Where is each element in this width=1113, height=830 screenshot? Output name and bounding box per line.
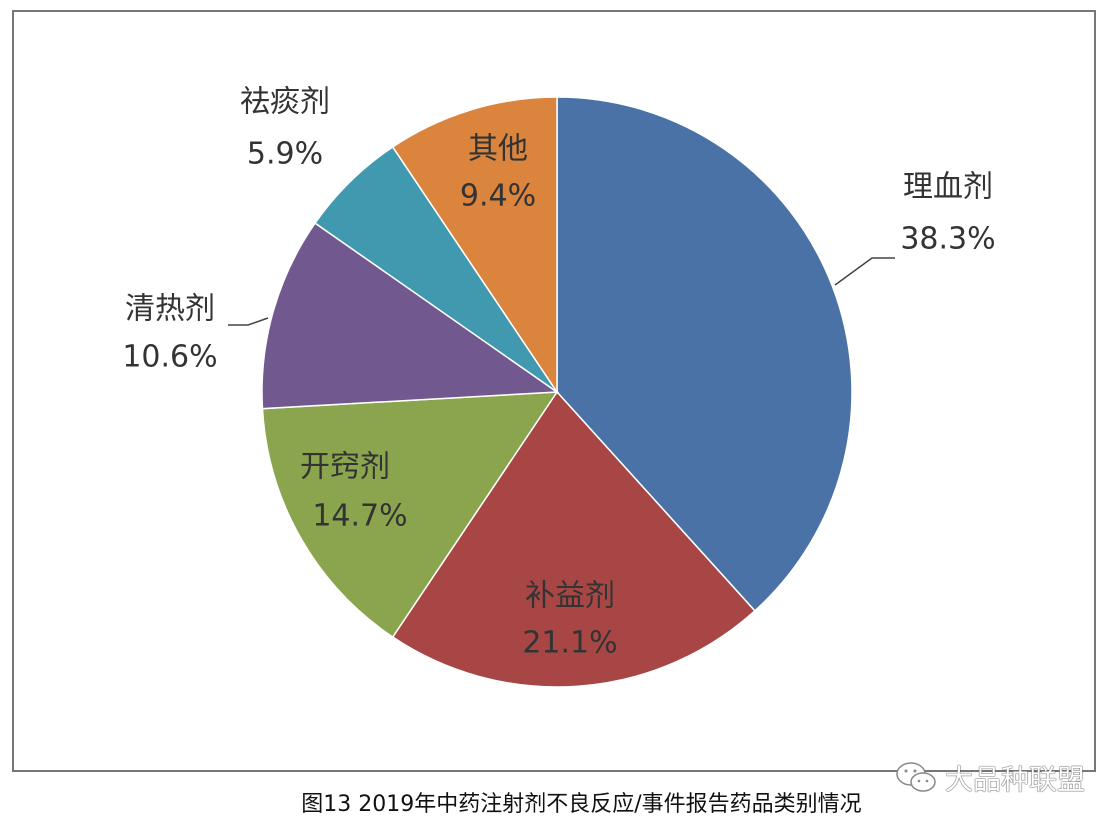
wechat-icon: [896, 762, 936, 792]
pie-slice-1: [391, 390, 756, 688]
chart-frame: [12, 10, 1096, 772]
slice-value-label-2: 14.7%: [312, 499, 407, 534]
slice-label-1: 补益剂: [525, 579, 615, 614]
figure-caption: 图13 2019年中药注射剂不良反应/事件报告药品类别情况: [301, 792, 862, 817]
watermark-text: 大品种联盟: [945, 763, 1086, 796]
slice-label-4: 祛痰剂: [240, 85, 330, 120]
slice-label-0: 理血剂: [903, 170, 993, 205]
slice-value-label-1: 21.1%: [522, 626, 617, 661]
slice-value-label-0: 38.3%: [900, 222, 995, 257]
slice-value-label-4: 5.9%: [247, 137, 323, 172]
slice-value-label-3: 10.6%: [122, 340, 217, 375]
leader-line-0: [834, 257, 895, 286]
watermark: 大品种联盟: [895, 758, 1085, 798]
pie-slice-5: [391, 96, 558, 395]
slice-label-2: 开窍剂: [300, 450, 390, 485]
slice-label-5: 其他: [468, 132, 528, 167]
leader-line-3: [228, 317, 269, 326]
pie-slice-2: [261, 391, 559, 639]
slice-label-3: 清热剂: [125, 292, 215, 327]
pie-slice-0: [556, 96, 853, 612]
slice-value-label-5: 9.4%: [460, 179, 536, 214]
pie-slice-3: [261, 222, 560, 410]
